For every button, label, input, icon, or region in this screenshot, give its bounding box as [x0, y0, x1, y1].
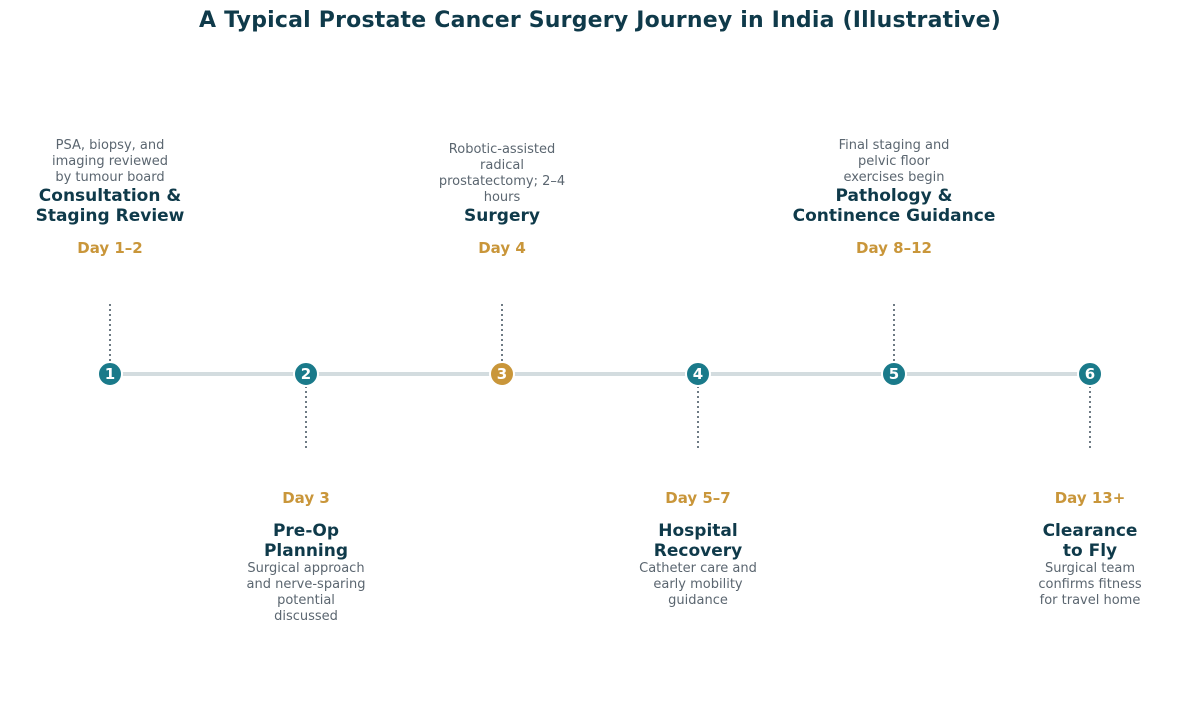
- stage-number-1: 1: [105, 365, 115, 383]
- timeline-connectors: [109, 304, 1091, 448]
- stage-name-5: Pathology & Continence Guidance: [792, 186, 996, 226]
- diagram-title: A Typical Prostate Cancer Surgery Journe…: [198, 8, 1001, 33]
- stage-text-2: Pre-Op Planning Surgical approach and nerve…: [196, 521, 416, 625]
- stage-number-3: 3: [497, 365, 507, 383]
- stage-text-1: PSA, biopsy, and imaging reviewed by tumou…: [0, 138, 220, 226]
- stage-day-3: Day 4: [478, 239, 526, 257]
- stage-day-5: Day 8–12: [856, 239, 932, 257]
- stage-text-3: Robotic-assisted radical prostatectomy; 2–…: [392, 142, 612, 226]
- stage-text-4: Hospital Recovery Catheter care and early m…: [588, 521, 808, 609]
- stage-node-3: [489, 361, 515, 387]
- stage-name-4: Hospital Recovery: [653, 521, 743, 561]
- stage-day-1: Day 1–2: [77, 239, 143, 257]
- stage-name-3: Surgery: [464, 206, 540, 226]
- stage-text-6: Clearance to Fly Surgical team confirms fit…: [980, 521, 1200, 609]
- stage-node-1: [97, 361, 123, 387]
- stage-node-5: [881, 361, 907, 387]
- stage-number-5: 5: [889, 365, 899, 383]
- stage-node-2: [293, 361, 319, 387]
- stage-number-2: 2: [301, 365, 311, 383]
- stage-desc-6: Surgical team confirms fitness for travel …: [1038, 561, 1142, 608]
- stage-desc-2: Surgical approach and nerve-sparing potent…: [246, 561, 366, 624]
- stage-name-2: Pre-Op Planning: [263, 521, 349, 561]
- stage-day-2: Day 3: [282, 489, 330, 507]
- stage-day-4: Day 5–7: [665, 489, 731, 507]
- stage-desc-3: Robotic-assisted radical prostatectomy; 2–…: [438, 142, 566, 205]
- stage-text-5: Final staging and pelvic floor exercises b…: [784, 138, 1004, 226]
- stage-day-6: Day 13+: [1054, 489, 1126, 507]
- timeline-nodes: 1 2 3 4 5 6: [97, 361, 1103, 387]
- stage-desc-4: Catheter care and early mobility guidance: [639, 561, 757, 608]
- stage-name-1: Consultation & Staging Review: [35, 186, 185, 226]
- stage-desc-1: PSA, biopsy, and imaging reviewed by tumou…: [52, 138, 168, 185]
- stage-number-4: 4: [693, 365, 703, 383]
- stage-node-6: [1077, 361, 1103, 387]
- stage-number-6: 6: [1085, 365, 1095, 383]
- stage-name-6: Clearance to Fly: [1042, 521, 1138, 561]
- stage-desc-5: Final staging and pelvic floor exercises b…: [838, 138, 950, 185]
- stage-node-4: [685, 361, 711, 387]
